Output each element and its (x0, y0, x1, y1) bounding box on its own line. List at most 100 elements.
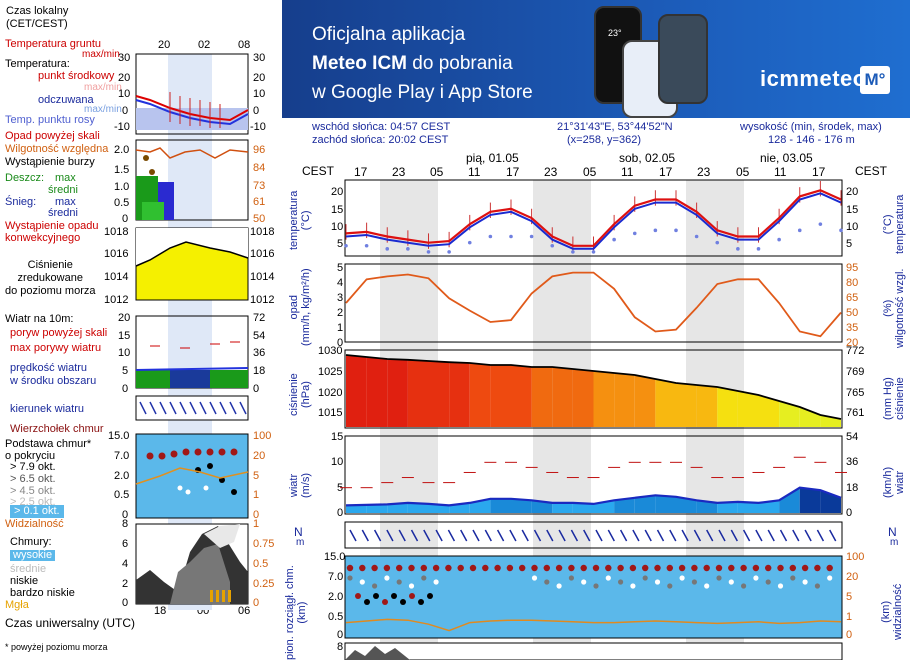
cloud-base-dot (568, 575, 575, 581)
cloud-base-dot (777, 583, 784, 589)
hour-tick: 05 (583, 165, 597, 179)
hour-tick: 05 (430, 165, 444, 179)
pressure-area (511, 365, 532, 427)
wind-dir-arrow (521, 529, 529, 542)
precip-tick: 2 (337, 307, 344, 319)
rain-max-label: max (55, 172, 76, 184)
cloud-top-dot (445, 564, 452, 572)
cloud-top-dot (543, 564, 550, 572)
visibility-line (345, 618, 842, 632)
wind-dir-arrow (546, 529, 554, 542)
lax-temp-4: -10 (114, 121, 130, 133)
wind-area (511, 498, 532, 513)
legend-tick-utc-3: 06 (238, 605, 251, 617)
cloud-base-dot (581, 579, 587, 585)
cloud-top-dot (432, 564, 440, 572)
app-promo-banner[interactable]: Oficjalna aplikacja Meteo ICM do pobrani… (282, 0, 910, 118)
legend-mini-chart (135, 53, 249, 610)
temp-tick-l: 20 (331, 186, 344, 198)
cloud-top-dot (617, 564, 624, 572)
wind-dir-arrow (829, 529, 837, 542)
okt-3: > 4.5 okt. (10, 485, 56, 497)
wind-area (490, 498, 511, 513)
press-tick-l: 1030 (318, 345, 343, 357)
cloud-base-dot (642, 575, 648, 581)
cloud-top-dot (826, 564, 833, 572)
dewpoint-dot (571, 250, 575, 254)
hour-tick: 11 (621, 165, 634, 179)
lax-cf-2: 4 (122, 558, 129, 570)
temp-tick-l: 15 (331, 204, 344, 216)
cloud-base-dot (396, 579, 402, 585)
rax-temp-1: 20 (253, 72, 266, 84)
cloud-base-dot (802, 579, 808, 585)
wind-dir-arrow (509, 529, 517, 542)
rax-temp-4: -10 (250, 121, 266, 133)
visibility-label: Widzialność (5, 518, 64, 530)
wind-tick-r: 36 (846, 456, 859, 468)
banner-line2-bold: Meteo ICM (312, 53, 407, 74)
wind-area (634, 495, 656, 513)
cloud-top-dot (580, 564, 587, 572)
cl-high-label: wysokie (10, 550, 56, 561)
wind-dir-arrow (410, 529, 419, 542)
temp-tick-r: 15 (846, 204, 859, 216)
wind-dir-arrow (484, 529, 492, 542)
cloud-base-dot (347, 575, 353, 581)
cloud-base-dot (359, 579, 365, 585)
rax-press-3: 1012 (250, 294, 275, 306)
okt-4: > 2.5 okt. (10, 496, 56, 508)
cloud-top-dot (346, 564, 354, 572)
rax-temp-3: 0 (253, 105, 260, 117)
cloud-top-dot (592, 564, 600, 572)
winddir-n-right: N (888, 525, 897, 539)
time-local-label: Czas lokalny (CET/CEST) (6, 5, 69, 30)
rax-cf-1: 0.75 (253, 538, 275, 550)
cloud-base-dot (827, 575, 833, 581)
legend-tick-utc-1: 18 (154, 605, 167, 617)
snow-max-label: max (55, 196, 76, 208)
pressure-area (799, 407, 821, 427)
vis-tick: 20 (846, 571, 859, 583)
pressure-area (737, 391, 759, 427)
dewpoint-dot (797, 228, 802, 233)
temp-tick-r: 5 (846, 238, 853, 250)
wind-area (366, 504, 388, 513)
phone-temp: 23° (608, 28, 622, 38)
coords: 21°31'43"E, 53°44'52"N (557, 121, 673, 133)
rax-hum-0: 96 (253, 144, 266, 156)
wind-speed-line (345, 486, 842, 507)
fog-label: Mgła (5, 599, 29, 611)
wind-dir-arrow (619, 529, 628, 542)
temp-tick-r: 20 (846, 186, 859, 198)
dewpoint-dot (385, 247, 390, 251)
cloud-base-dot (814, 583, 821, 589)
wind-dir-arrow (349, 529, 357, 542)
gust-above-label: poryw powyżej skali (10, 327, 108, 339)
legend-tick-local-1: 20 (158, 39, 171, 51)
wind-area (696, 500, 718, 513)
wind-area (779, 487, 800, 513)
pressure-area (366, 357, 388, 427)
legend-tick-local-3: 08 (238, 39, 251, 51)
precip-above-label: Opad powyżej skali (5, 130, 100, 142)
altitude-label: wysokość (min, środek, max) (740, 121, 882, 133)
cloud-base-dot (605, 575, 611, 581)
cloud-base-dot (618, 579, 624, 585)
wind-dir-arrow (693, 529, 702, 542)
lax-ckm-1: 7.0 (114, 450, 130, 462)
cloud-top-dot (383, 564, 391, 572)
precip-tick: 4 (337, 277, 344, 289)
day-label-3: nie, 03.05 (760, 151, 813, 165)
hum-tick: 35 (846, 322, 859, 334)
dewpoint-dot (591, 250, 596, 254)
cloud-base-dot (728, 579, 734, 585)
rax-wind-4: 0 (253, 383, 260, 395)
bottom-tick: 8 (337, 641, 344, 653)
cloud-base-dot (753, 575, 759, 581)
dewpoint-dot (694, 234, 699, 239)
dewpoint-dot (818, 222, 823, 226)
hum-tick: 80 (846, 277, 859, 289)
okt-2: > 6.5 okt. (10, 473, 56, 485)
temp-ground-sub: max/min (82, 49, 120, 60)
